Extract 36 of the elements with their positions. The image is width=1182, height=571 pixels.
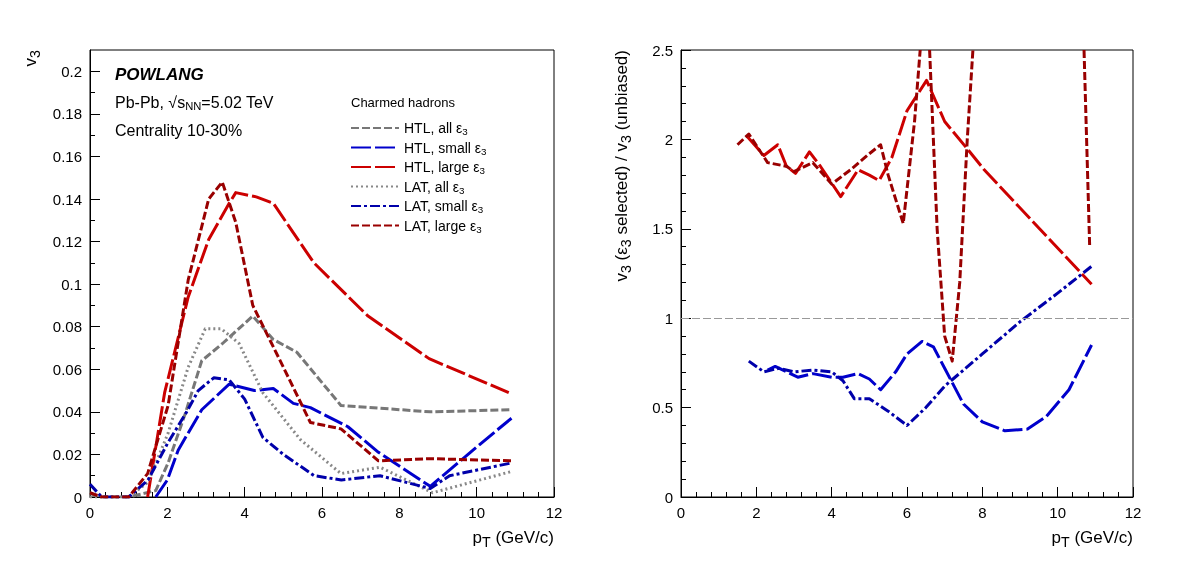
y-tick-label: 0.06	[52, 360, 82, 378]
x-tick-label: 6	[902, 504, 912, 521]
y-tick-label: 0.14	[52, 190, 82, 208]
y-tick-label: 0.5	[652, 399, 673, 417]
y-tick-label: 0.16	[52, 147, 82, 165]
annotation: POWLANG	[115, 65, 204, 84]
x-tick-label: 8	[395, 504, 404, 521]
annotation: Centrality 10-30%	[115, 121, 243, 139]
y-tick-label: 0.2	[61, 62, 82, 80]
y-tick-label: 0	[73, 488, 82, 506]
x-tick-label: 6	[317, 504, 327, 521]
x-tick-label: 4	[240, 504, 249, 521]
y-tick-label: 0.04	[52, 403, 82, 421]
y-tick-label: 1	[664, 309, 673, 327]
x-tick-label: 2	[752, 504, 761, 521]
x-axis-title: p$_{T}$ (GeV/c)	[1051, 527, 1133, 553]
x-tick-label: 2	[163, 504, 172, 521]
y-tick-label: 0.02	[52, 445, 82, 463]
y-tick-label: 1.5	[652, 220, 673, 238]
y-tick-label: 0.12	[52, 233, 82, 251]
x-tick-label: 12	[545, 504, 563, 521]
legend-title: Charmed hadrons	[351, 95, 456, 110]
x-tick-label: 0	[85, 504, 95, 521]
y-tick-label: 0.08	[52, 318, 82, 336]
y-tick-label: 2.5	[652, 41, 673, 59]
y-tick-label: 0.1	[61, 275, 82, 293]
y-tick-label: 0.18	[52, 105, 82, 123]
x-tick-label: 0	[676, 504, 686, 521]
y-tick-label: 2	[664, 130, 673, 148]
x-tick-label: 10	[1049, 504, 1067, 521]
y-tick-label: 0	[664, 488, 673, 506]
x-tick-label: 10	[468, 504, 486, 521]
x-tick-label: 8	[978, 504, 987, 521]
x-tick-label: 12	[1124, 504, 1142, 521]
x-tick-label: 4	[827, 504, 836, 521]
x-axis-title: p$_{T}$ (GeV/c)	[472, 527, 554, 553]
